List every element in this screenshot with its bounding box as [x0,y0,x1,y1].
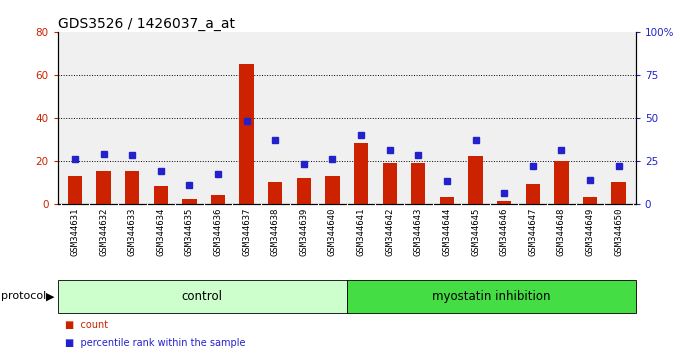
Bar [526,184,540,204]
Text: GSM344632: GSM344632 [99,207,108,256]
Bar [383,163,397,204]
Text: GSM344631: GSM344631 [71,207,80,256]
Text: GDS3526 / 1426037_a_at: GDS3526 / 1426037_a_at [58,17,235,31]
Text: GSM344636: GSM344636 [214,207,222,256]
Text: GSM344640: GSM344640 [328,207,337,256]
Text: protocol: protocol [1,291,47,302]
Text: GSM344646: GSM344646 [500,207,509,256]
Text: myostatin inhibition: myostatin inhibition [432,290,551,303]
Bar [58,280,347,313]
Bar [268,182,282,204]
Bar [211,195,225,204]
Bar [411,163,426,204]
Text: GSM344635: GSM344635 [185,207,194,256]
Text: ■  count: ■ count [65,320,107,330]
Bar [469,156,483,204]
Bar [440,197,454,204]
Text: GSM344642: GSM344642 [386,207,394,256]
Text: GSM344638: GSM344638 [271,207,279,256]
Bar [97,171,111,204]
Bar [325,176,339,204]
Bar [239,64,254,204]
Bar [347,280,636,313]
Bar [583,197,597,204]
Bar [497,201,511,204]
Bar [125,171,139,204]
Text: GSM344645: GSM344645 [471,207,480,256]
Text: GSM344641: GSM344641 [356,207,366,256]
Text: GSM344633: GSM344633 [128,207,137,256]
Text: control: control [182,290,223,303]
Text: ▶: ▶ [46,291,54,302]
Bar [182,199,197,204]
Text: GSM344639: GSM344639 [299,207,308,256]
Text: GSM344649: GSM344649 [585,207,594,256]
Bar [611,182,626,204]
Text: GSM344637: GSM344637 [242,207,251,256]
Bar [554,161,568,204]
Text: ■  percentile rank within the sample: ■ percentile rank within the sample [65,338,245,348]
Bar [296,178,311,204]
Text: GSM344644: GSM344644 [443,207,452,256]
Text: GSM344643: GSM344643 [414,207,423,256]
Text: GSM344650: GSM344650 [614,207,623,256]
Bar [354,143,369,204]
Text: GSM344647: GSM344647 [528,207,537,256]
Text: GSM344634: GSM344634 [156,207,165,256]
Bar [154,186,168,204]
Text: GSM344648: GSM344648 [557,207,566,256]
Bar [68,176,82,204]
